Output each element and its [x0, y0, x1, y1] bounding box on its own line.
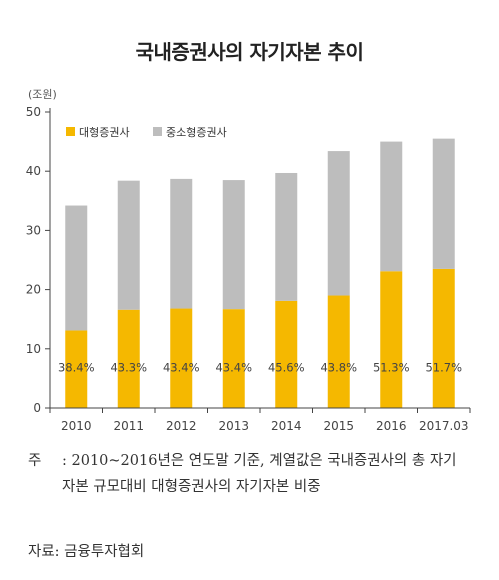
y-tick-label: 30: [26, 223, 41, 237]
bar-small-mid-securities: [170, 178, 193, 309]
bar-large-securities: [65, 330, 88, 408]
bar-small-mid-securities: [222, 180, 245, 310]
x-tick-label: 2011: [113, 419, 144, 433]
y-axis-unit: (조원): [28, 88, 57, 101]
chart-note: 주 : 2010~2016년은 연도말 기준, 계열값은 국내증권사의 총 자기…: [28, 448, 468, 528]
chart-title: 국내증권사의 자기자본 추이: [135, 40, 364, 64]
x-tick-label: 2012: [166, 419, 197, 433]
bar-chart: (조원) 0 10 20 30 40 50 38.4% 43.3% 43.4% 43.4% 45.…: [26, 88, 471, 433]
x-tick-label: 2010: [61, 419, 92, 433]
data-label-share: 43.4%: [163, 360, 200, 374]
bar-large-securities: [327, 295, 350, 408]
x-tick-label: 2015: [323, 419, 354, 433]
x-tick-label: 2017.03: [419, 419, 469, 433]
bar-small-mid-securities: [65, 205, 88, 331]
bar-small-mid-securities: [275, 172, 298, 301]
note-text: : 2010~2016년은 연도말 기준, 계열값은 국내증권사의 총 자기자본…: [62, 453, 457, 495]
x-axis: 2010 2011 2012 2013 2014 2015 2016 2017.03: [49, 407, 471, 433]
bar-large-securities: [117, 309, 140, 408]
x-tick-label: 2014: [271, 419, 302, 433]
bar-large-securities: [432, 268, 455, 408]
bar-large-securities: [170, 308, 193, 408]
legend-swatch: [66, 127, 75, 136]
data-label-share: 38.4%: [58, 360, 95, 374]
y-tick-label: 0: [33, 401, 41, 415]
data-label-share: 51.7%: [425, 360, 462, 374]
bar-large-securities: [222, 309, 245, 408]
y-axis: 0 10 20 30 40 50: [26, 105, 51, 415]
legend: 대형증권사 중소형증권사: [66, 126, 227, 139]
legend-label: 대형증권사: [79, 126, 130, 139]
bar-small-mid-securities: [380, 141, 403, 272]
chart-source: 자료: 금융투자협회: [28, 544, 145, 560]
bar-large-securities: [380, 271, 403, 408]
bars-group: [65, 138, 455, 408]
note-label: 주: [28, 453, 42, 469]
data-labels-group: 38.4% 43.3% 43.4% 43.4% 45.6% 43.8% 51.3% 51.7%: [58, 360, 462, 374]
data-label-share: 45.6%: [268, 360, 305, 374]
data-label-share: 51.3%: [373, 360, 410, 374]
y-tick-label: 50: [26, 105, 41, 119]
data-label-share: 43.4%: [215, 360, 252, 374]
y-tick-label: 10: [26, 342, 41, 356]
bar-small-mid-securities: [117, 180, 140, 310]
x-tick-label: 2013: [218, 419, 249, 433]
bar-small-mid-securities: [327, 151, 350, 296]
legend-label: 중소형증권사: [166, 126, 227, 139]
y-tick-label: 40: [26, 164, 41, 178]
bar-large-securities: [275, 300, 298, 408]
legend-swatch: [153, 127, 162, 136]
data-label-share: 43.3%: [110, 360, 147, 374]
y-tick-label: 20: [26, 283, 41, 297]
x-tick-label: 2016: [376, 419, 407, 433]
bar-small-mid-securities: [432, 138, 455, 269]
data-label-share: 43.8%: [320, 360, 357, 374]
